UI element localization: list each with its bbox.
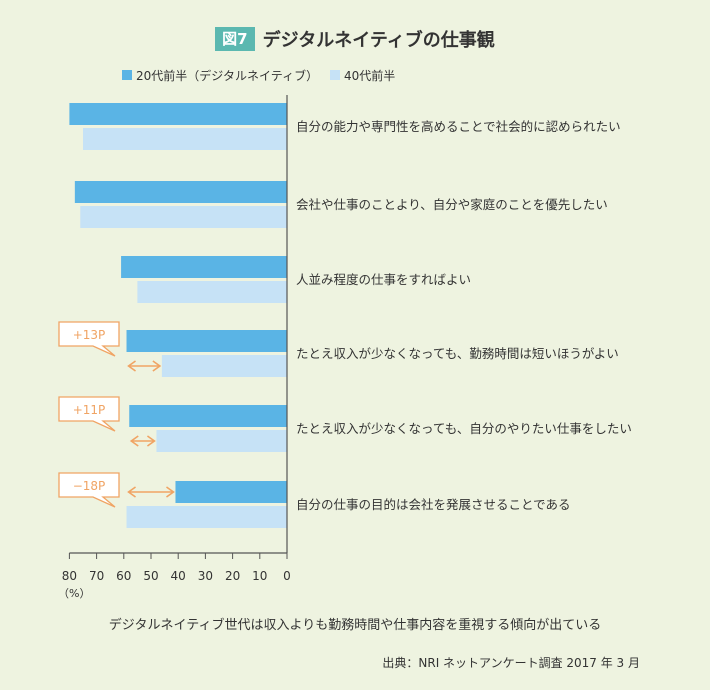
x-tick-label-2: 60: [116, 569, 131, 583]
legend-label-0: 20代前半（デジタルネイティブ）: [136, 68, 318, 83]
bar-s1-c3: [161, 355, 287, 377]
category-label-0: 自分の能力や専門性を高めることで社会的に認められたい: [296, 119, 621, 134]
bar-s0-c3: [126, 330, 288, 352]
figure-title-block: 図7 デジタルネイティブの仕事観: [0, 26, 710, 52]
bar-s0-c4: [129, 405, 287, 427]
x-axis-unit-label: （%）: [58, 587, 90, 600]
bar-s1-c2: [137, 281, 287, 303]
diff-arrow-head-left-1: [129, 435, 139, 447]
diff-callout-box-1: [58, 396, 120, 432]
diff-callout-box-2: [58, 472, 120, 508]
x-tick-label-8: 0: [283, 569, 291, 583]
bar-s1-c4: [156, 430, 287, 452]
diff-arrow-head-left-2: [127, 486, 136, 498]
x-tick-label-4: 40: [171, 569, 186, 583]
x-tick-label-5: 30: [198, 569, 213, 583]
legend-swatch-1: [330, 70, 340, 80]
diff-callout-box-0: [58, 321, 120, 357]
x-tick-label-0: 80: [62, 569, 77, 583]
bar-s1-c0: [83, 128, 287, 150]
x-tick-label-3: 50: [143, 569, 158, 583]
bar-s1-c5: [126, 506, 288, 528]
x-tick-label-6: 20: [225, 569, 240, 583]
category-label-1: 会社や仕事のことより、自分や家庭のことを優先したい: [296, 197, 608, 212]
category-label-5: 自分の仕事の目的は会社を発展させることである: [296, 497, 571, 512]
diff-arrow-head-right-1: [146, 435, 156, 447]
diff-callout-label-1: +11P: [73, 403, 106, 417]
chart-footnote: デジタルネイティブ世代は収入よりも勤務時間や仕事内容を重視する傾向が出ている: [108, 618, 602, 633]
category-label-3: たとえ収入が少なくなっても、勤務時間は短いほうがよい: [296, 346, 619, 361]
source-citation: 出典：NRI ネットアンケート調査 2017 年 3 月: [382, 656, 640, 670]
bar-s0-c5: [175, 481, 287, 503]
legend-label-1: 40代前半: [344, 68, 395, 83]
diff-callout-label-0: +13P: [73, 328, 106, 342]
bar-s1-c1: [80, 206, 287, 228]
bar-s0-c1: [74, 181, 287, 203]
category-label-4: たとえ収入が少なくなっても、自分のやりたい仕事をしたい: [296, 421, 632, 436]
category-label-2: 人並み程度の仕事をすればよい: [296, 272, 471, 287]
diff-callout-label-2: −18P: [73, 479, 106, 493]
legend-swatch-0: [122, 70, 132, 80]
bar-s0-c2: [121, 256, 287, 278]
x-tick-label-1: 70: [89, 569, 104, 583]
figure-title: デジタルネイティブの仕事観: [262, 30, 495, 51]
figure-number-badge: 図7: [215, 27, 255, 51]
diff-arrow-head-right-0: [152, 360, 162, 372]
bar-s0-c0: [69, 103, 288, 125]
diff-arrow-head-right-2: [166, 486, 175, 498]
x-tick-label-7: 10: [252, 569, 267, 583]
diff-arrow-head-left-0: [127, 360, 136, 372]
